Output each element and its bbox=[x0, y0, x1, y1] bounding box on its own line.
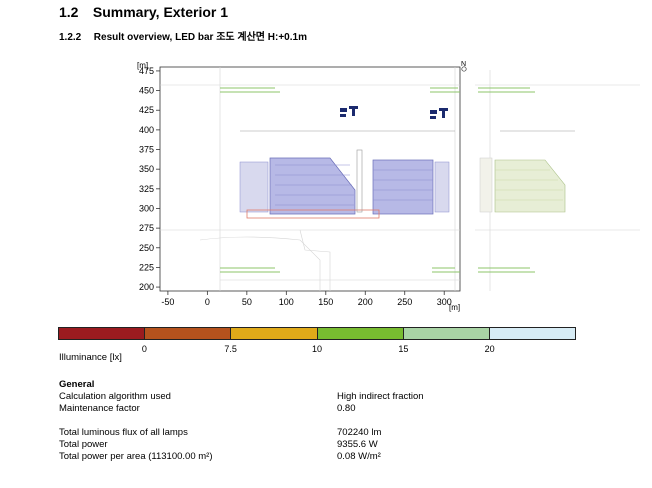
scale-tick-label: 0 bbox=[141, 344, 147, 354]
x-tick-label: 100 bbox=[279, 297, 294, 307]
area-notes bbox=[220, 87, 535, 273]
x-tick-label: -50 bbox=[161, 297, 174, 307]
building-left bbox=[239, 157, 356, 215]
general-row-value: 702240 lm bbox=[337, 427, 382, 438]
illuminance-scale-bar bbox=[58, 327, 576, 340]
section-title: Summary, Exterior 1 bbox=[92, 4, 229, 20]
subsection-number: 1.2.2 bbox=[59, 32, 82, 43]
scale-label: Illuminance [lx] bbox=[59, 352, 122, 363]
plot-axes: -50 0 50 100 150 200 250 300 475 450 425 400 375 350 3… bbox=[137, 61, 467, 312]
scale-segment bbox=[403, 328, 490, 339]
y-tick-label: 225 bbox=[139, 262, 154, 272]
y-axis-unit: [m] bbox=[137, 61, 148, 70]
y-tick-label: 350 bbox=[139, 164, 154, 174]
general-row-value: 0.80 bbox=[337, 403, 356, 414]
plot-frame bbox=[159, 66, 461, 292]
x-tick-label: 0 bbox=[205, 297, 210, 307]
x-tick-label: 200 bbox=[358, 297, 373, 307]
site-plan-plot: -50 0 50 100 150 200 250 300 475 450 425 400 375 350 3… bbox=[137, 61, 640, 312]
y-tick-label: 200 bbox=[139, 282, 154, 292]
scale-segment bbox=[317, 328, 404, 339]
x-tick-label: 150 bbox=[318, 297, 333, 307]
x-tick-label: 300 bbox=[437, 297, 452, 307]
y-tick-label: 450 bbox=[139, 86, 154, 96]
section-number: 1.2 bbox=[59, 4, 79, 20]
column bbox=[356, 149, 363, 213]
y-tick-label: 250 bbox=[139, 243, 154, 253]
y-tick-label: 425 bbox=[139, 105, 154, 115]
y-tick-label: 300 bbox=[139, 203, 154, 213]
scale-segment bbox=[59, 328, 146, 339]
scale-tick-label: 15 bbox=[398, 344, 409, 354]
scale-segment bbox=[145, 328, 232, 339]
y-tick-label: 325 bbox=[139, 184, 154, 194]
y-tick-label: 475 bbox=[139, 66, 154, 76]
north-arrow-label: N bbox=[461, 61, 466, 68]
scale-tick-label: 10 bbox=[311, 344, 323, 354]
north-arrow-icon bbox=[461, 66, 467, 72]
building-middle bbox=[372, 159, 450, 215]
general-row-value: High indirect fraction bbox=[337, 391, 424, 402]
subsection-heading: 1.2.2 Result overview, LED bar 조도 계산면 H:… bbox=[59, 28, 307, 43]
general-row-value: 0.08 W/m² bbox=[337, 451, 381, 462]
general-row-label: Calculation algorithm used bbox=[59, 391, 171, 402]
general-row-label: Maintenance factor bbox=[59, 403, 140, 414]
section-heading: 1.2 Summary, Exterior 1 bbox=[59, 4, 228, 20]
general-row-value: 9355.6 W bbox=[337, 439, 378, 450]
x-tick-label: 50 bbox=[242, 297, 252, 307]
general-heading: General bbox=[59, 379, 95, 390]
subsection-title: Result overview, LED bar 조도 계산면 H:+0.1m bbox=[93, 32, 307, 43]
x-tick-label: 250 bbox=[397, 297, 412, 307]
building-logo-left bbox=[340, 106, 358, 117]
x-axis-unit: [m] bbox=[449, 303, 460, 312]
general-row-label: Total power per area (113100.00 m²) bbox=[59, 451, 213, 462]
path-outline bbox=[246, 209, 380, 219]
scale-tick-label: 20 bbox=[484, 344, 495, 354]
y-tick-label: 400 bbox=[139, 125, 154, 135]
scale-segment bbox=[231, 328, 318, 339]
y-tick-label: 375 bbox=[139, 145, 154, 155]
general-row-label: Total luminous flux of all lamps bbox=[59, 427, 188, 438]
building-logo-right bbox=[430, 108, 448, 119]
general-row-label: Total power bbox=[59, 439, 108, 450]
y-tick-label: 275 bbox=[139, 223, 154, 233]
scale-segment bbox=[489, 328, 576, 339]
scale-tick-label: 7.5 bbox=[224, 344, 237, 354]
building-right bbox=[479, 157, 566, 213]
